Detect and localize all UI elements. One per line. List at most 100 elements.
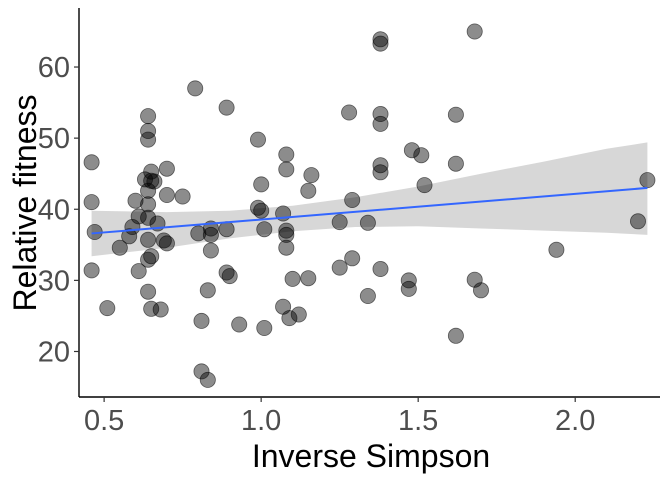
data-point-46 [221, 268, 238, 285]
data-point-81 [400, 272, 417, 289]
data-point-85 [416, 177, 433, 194]
data-point-73 [359, 287, 376, 304]
data-point-71 [344, 250, 361, 267]
y-tick-label-50: 50 [38, 123, 70, 155]
y-ticks: 20 30 40 50 60 [38, 52, 79, 368]
data-point-13 [140, 108, 157, 125]
data-point-77 [372, 115, 389, 132]
trend-line [91, 186, 648, 235]
data-point-25 [146, 173, 163, 190]
data-point-86 [447, 106, 464, 123]
data-point-31 [158, 186, 175, 203]
data-point-87 [447, 155, 464, 172]
data-point-52 [256, 221, 273, 238]
data-point-18 [140, 209, 157, 226]
data-point-36 [193, 312, 210, 329]
y-tick-label-60: 60 [38, 52, 70, 84]
data-point-35 [190, 225, 207, 242]
x-tick-label-0.5: 0.5 [84, 405, 124, 437]
data-point-84 [413, 147, 430, 164]
data-point-79 [372, 164, 389, 181]
data-point-7 [121, 228, 138, 245]
data-point-80 [372, 260, 389, 277]
data-point-21 [140, 283, 157, 300]
data-point-65 [300, 182, 317, 199]
y-tick-label-30: 30 [38, 265, 70, 297]
data-point-58 [278, 226, 295, 243]
data-point-37 [193, 363, 210, 380]
data-point-42 [202, 242, 219, 259]
data-point-88 [447, 327, 464, 344]
data-point-61 [281, 310, 298, 327]
data-point-2 [83, 194, 100, 211]
data-point-38 [199, 371, 216, 388]
data-point-14 [140, 123, 157, 140]
x-ticks: 0.5 1.0 1.5 2.0 [84, 397, 595, 437]
x-tick-label-2: 2.0 [555, 405, 595, 437]
x-axis-title: Inverse Simpson [252, 438, 490, 474]
data-point-9 [127, 192, 144, 209]
data-point-44 [218, 221, 235, 238]
data-point-33 [174, 188, 191, 205]
data-point-92 [548, 241, 565, 258]
data-point-32 [158, 235, 175, 252]
plot-area [83, 23, 656, 388]
data-point-22 [143, 163, 160, 180]
data-point-57 [278, 222, 295, 239]
data-point-51 [253, 176, 270, 193]
data-point-5 [99, 300, 116, 317]
data-point-55 [278, 161, 295, 178]
data-point-69 [341, 104, 358, 121]
x-axis: 0.5 1.0 1.5 2.0 [79, 396, 660, 437]
points-layer [83, 23, 656, 388]
data-point-34 [187, 80, 204, 97]
data-point-68 [331, 259, 348, 276]
data-point-83 [403, 142, 420, 159]
y-axis-title: Relative fitness [7, 95, 43, 312]
data-point-78 [372, 157, 389, 174]
data-point-16 [140, 182, 157, 199]
data-point-70 [344, 191, 361, 208]
x-tick-label-1.5: 1.5 [398, 405, 438, 437]
data-point-62 [284, 270, 301, 287]
data-point-93 [630, 213, 647, 230]
data-point-11 [130, 263, 147, 280]
data-point-54 [278, 146, 295, 163]
data-point-29 [155, 232, 172, 249]
data-point-43 [218, 99, 235, 116]
data-point-67 [331, 214, 348, 231]
data-point-82 [400, 280, 417, 297]
data-point-1 [83, 154, 100, 171]
data-point-30 [158, 160, 175, 177]
x-tick-label-1: 1.0 [241, 405, 281, 437]
data-point-66 [300, 270, 317, 287]
data-point-63 [290, 306, 307, 323]
data-point-41 [202, 226, 219, 243]
data-point-19 [140, 231, 157, 248]
data-point-50 [253, 202, 270, 219]
data-point-89 [466, 23, 483, 40]
data-point-59 [278, 239, 295, 256]
confidence-band [91, 142, 648, 257]
data-point-4 [83, 262, 100, 279]
y-axis: 20 30 40 50 60 [38, 8, 80, 397]
y-tick-label-20: 20 [38, 336, 70, 368]
data-point-75 [372, 35, 389, 52]
data-point-53 [256, 319, 273, 336]
y-tick-label-40: 40 [38, 194, 70, 226]
data-point-15 [140, 131, 157, 148]
data-point-72 [359, 214, 376, 231]
data-point-76 [372, 106, 389, 123]
data-point-74 [372, 31, 389, 48]
data-point-64 [303, 167, 320, 184]
data-point-24 [143, 248, 160, 265]
data-point-49 [249, 199, 266, 216]
data-point-94 [639, 172, 656, 189]
data-point-39 [199, 282, 216, 299]
data-point-17 [140, 196, 157, 213]
data-point-6 [111, 239, 128, 256]
data-point-47 [231, 316, 248, 333]
data-point-91 [472, 282, 489, 299]
data-point-48 [249, 131, 266, 148]
